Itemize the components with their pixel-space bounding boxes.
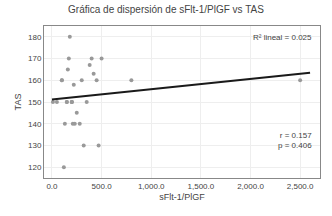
- svg-text:1,000.0: 1,000.0: [138, 182, 165, 191]
- svg-text:TAS: TAS: [13, 94, 23, 111]
- svg-text:R² lineal = 0.025: R² lineal = 0.025: [253, 33, 312, 42]
- svg-text:sFlt-1/PlGF: sFlt-1/PlGF: [159, 192, 205, 202]
- svg-text:r = 0.157p = 0.406: r = 0.157p = 0.406: [278, 131, 312, 150]
- svg-text:2,000.0: 2,000.0: [237, 182, 264, 191]
- svg-text:150: 150: [28, 98, 42, 107]
- svg-text:140: 140: [28, 120, 42, 129]
- svg-text:1,500.0: 1,500.0: [188, 182, 215, 191]
- svg-text:2,500.0: 2,500.0: [287, 182, 314, 191]
- svg-text:0.0: 0.0: [46, 182, 58, 191]
- svg-text:170: 170: [28, 54, 42, 63]
- svg-text:160: 160: [28, 76, 42, 85]
- svg-text:120: 120: [28, 163, 42, 172]
- svg-text:500.0: 500.0: [92, 182, 113, 191]
- svg-text:180: 180: [28, 33, 42, 42]
- svg-text:130: 130: [28, 141, 42, 150]
- svg-text:Gráfica de dispersión de sFlt-: Gráfica de dispersión de sFlt-1/PlGF vs …: [68, 4, 264, 15]
